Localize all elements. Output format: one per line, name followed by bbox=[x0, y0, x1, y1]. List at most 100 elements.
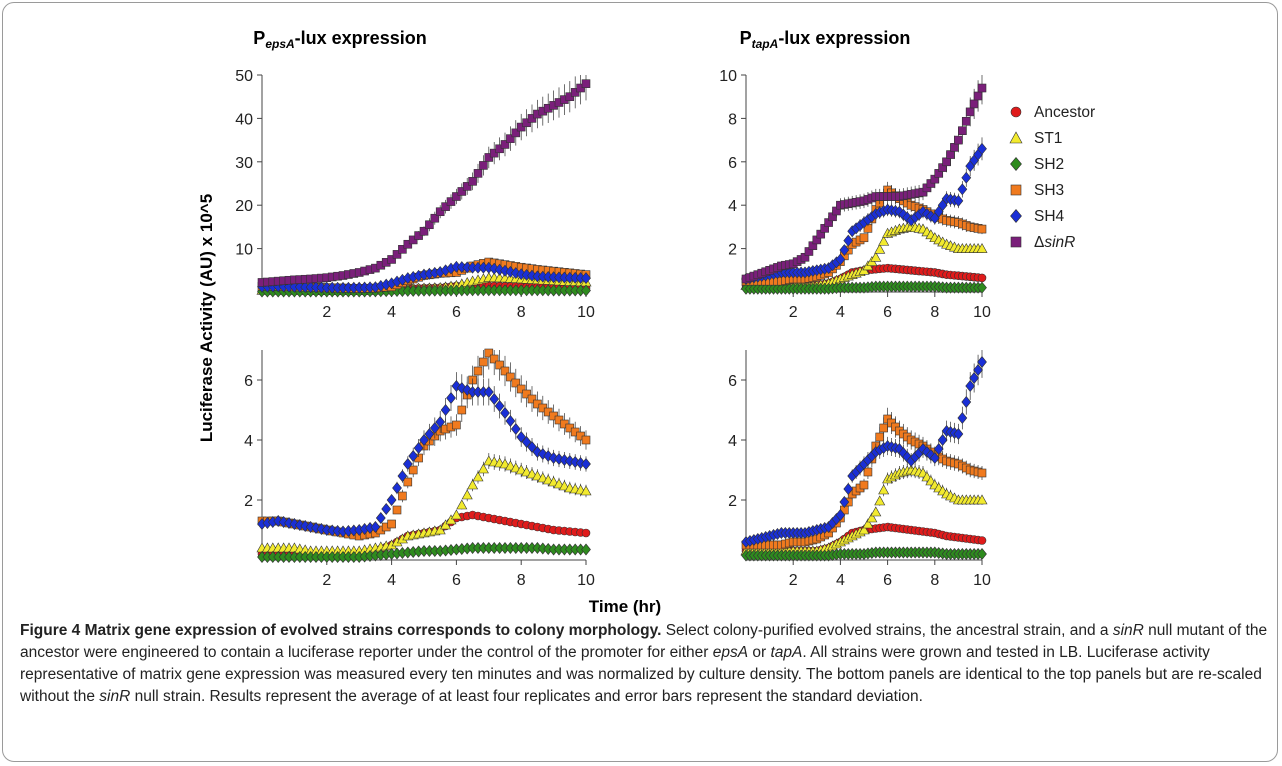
data-point bbox=[489, 393, 500, 405]
legend-item-Ancestor: Ancestor bbox=[1010, 104, 1095, 121]
caption-text: null strain. Results represent the avera… bbox=[130, 688, 923, 705]
x-tick-label: 8 bbox=[517, 572, 526, 589]
data-point bbox=[489, 148, 499, 158]
panel-title-tapA: PtapA-lux expression bbox=[740, 28, 911, 51]
data-point bbox=[398, 245, 407, 254]
x-axis-label: Time (hr) bbox=[589, 597, 661, 616]
legend-label: SH2 bbox=[1034, 156, 1064, 173]
data-point bbox=[408, 235, 418, 245]
data-point bbox=[958, 126, 967, 135]
y-tick-label: 30 bbox=[235, 155, 253, 172]
panel-bottom-left: 2 4 6 2 4 6 8 10 bbox=[244, 348, 595, 589]
data-point bbox=[500, 366, 510, 376]
data-point bbox=[479, 161, 488, 170]
series-SH2 bbox=[257, 542, 591, 563]
data-point bbox=[570, 88, 580, 97]
caption-lead: Figure 4 Matrix gene expression of evolv… bbox=[20, 622, 662, 639]
x-tick-label: 10 bbox=[577, 304, 595, 321]
data-point bbox=[879, 423, 888, 433]
data-point bbox=[977, 536, 987, 545]
axes-layer: 10 20 30 40 50 2 4 6 8 10 2 4 6 8 10 2 4 6 8 10 2 4 6 2 4 6 8 10 2 4 6… bbox=[235, 68, 991, 589]
data-point bbox=[581, 528, 591, 538]
data-point bbox=[441, 202, 450, 211]
data-point bbox=[425, 220, 434, 230]
legend-label: ΔsinR bbox=[1034, 234, 1075, 251]
x-tick-label: 8 bbox=[517, 304, 526, 321]
data-point bbox=[440, 404, 451, 416]
data-point bbox=[859, 233, 869, 243]
data-point bbox=[473, 366, 483, 376]
data-point bbox=[521, 436, 532, 448]
data-point bbox=[973, 91, 983, 101]
data-point bbox=[467, 479, 479, 490]
y-tick-label: 10 bbox=[235, 242, 253, 259]
data-point bbox=[527, 441, 537, 453]
y-tick-label: 40 bbox=[235, 111, 253, 128]
data-point bbox=[961, 116, 971, 126]
data-point bbox=[953, 428, 964, 440]
data-point bbox=[424, 428, 435, 440]
caption-text: or bbox=[748, 644, 771, 661]
data-point bbox=[875, 432, 885, 442]
caption-text: null mutant of the ancestor were enginee… bbox=[20, 622, 1268, 661]
x-tick-label: 4 bbox=[836, 572, 845, 589]
data-point bbox=[494, 400, 505, 412]
data-point bbox=[429, 422, 440, 434]
x-tick-label: 4 bbox=[387, 572, 396, 589]
data-point bbox=[946, 150, 955, 159]
data-point bbox=[456, 499, 468, 510]
series-ST1 bbox=[256, 453, 592, 556]
title-subscript: epsA bbox=[265, 37, 294, 51]
x-tick-label: 4 bbox=[387, 304, 396, 321]
data-point bbox=[929, 452, 940, 464]
data-point bbox=[495, 144, 504, 154]
x-tick-label: 8 bbox=[930, 572, 939, 589]
y-tick-label: 2 bbox=[728, 493, 737, 510]
data-point bbox=[397, 470, 408, 482]
data-point bbox=[522, 389, 531, 399]
data-point bbox=[581, 284, 591, 297]
data-point bbox=[435, 416, 446, 428]
data-point bbox=[495, 360, 504, 370]
data-point bbox=[863, 467, 873, 477]
data-point bbox=[937, 434, 948, 446]
series-sinR bbox=[257, 75, 591, 287]
legend-label: SH3 bbox=[1034, 182, 1064, 199]
legend-label: ST1 bbox=[1034, 130, 1062, 147]
data-point bbox=[870, 506, 882, 517]
panel-top-left: 10 20 30 40 50 2 4 6 8 10 bbox=[235, 68, 595, 321]
y-tick-label: 4 bbox=[728, 198, 737, 215]
data-point bbox=[452, 420, 461, 430]
legend-marker bbox=[1010, 236, 1022, 248]
data-point bbox=[505, 415, 516, 427]
data-point bbox=[580, 485, 592, 496]
y-tick-label: 6 bbox=[244, 373, 253, 390]
data-point bbox=[977, 142, 987, 155]
data-point bbox=[452, 192, 461, 201]
data-point bbox=[977, 548, 987, 560]
data-point bbox=[419, 434, 429, 446]
data-point bbox=[965, 107, 975, 117]
legend-label: SH4 bbox=[1034, 208, 1065, 225]
caption-text: . All strains were grown and tested in L… bbox=[20, 644, 1262, 705]
data-point bbox=[973, 364, 983, 376]
y-axis-label: Luciferase Activity (AU) x 10^5 bbox=[197, 194, 216, 442]
y-tick-label: 10 bbox=[719, 68, 737, 85]
data-point bbox=[874, 243, 886, 254]
caption-body: Select colony-purified evolved strains, … bbox=[20, 622, 1267, 705]
x-tick-label: 10 bbox=[973, 304, 991, 321]
legend-marker bbox=[1010, 106, 1022, 118]
x-tick-label: 4 bbox=[836, 304, 845, 321]
data-point bbox=[403, 477, 413, 487]
caption-italic-term: sinR bbox=[99, 688, 131, 705]
data-point bbox=[839, 496, 850, 508]
data-point bbox=[933, 443, 944, 455]
x-tick-label: 2 bbox=[789, 572, 798, 589]
data-point bbox=[510, 423, 521, 435]
data-point bbox=[381, 503, 392, 515]
caption-text: Select colony-purified evolved strains, … bbox=[661, 622, 1113, 639]
data-point bbox=[950, 143, 959, 152]
data-point bbox=[403, 239, 413, 249]
data-point bbox=[430, 213, 440, 223]
